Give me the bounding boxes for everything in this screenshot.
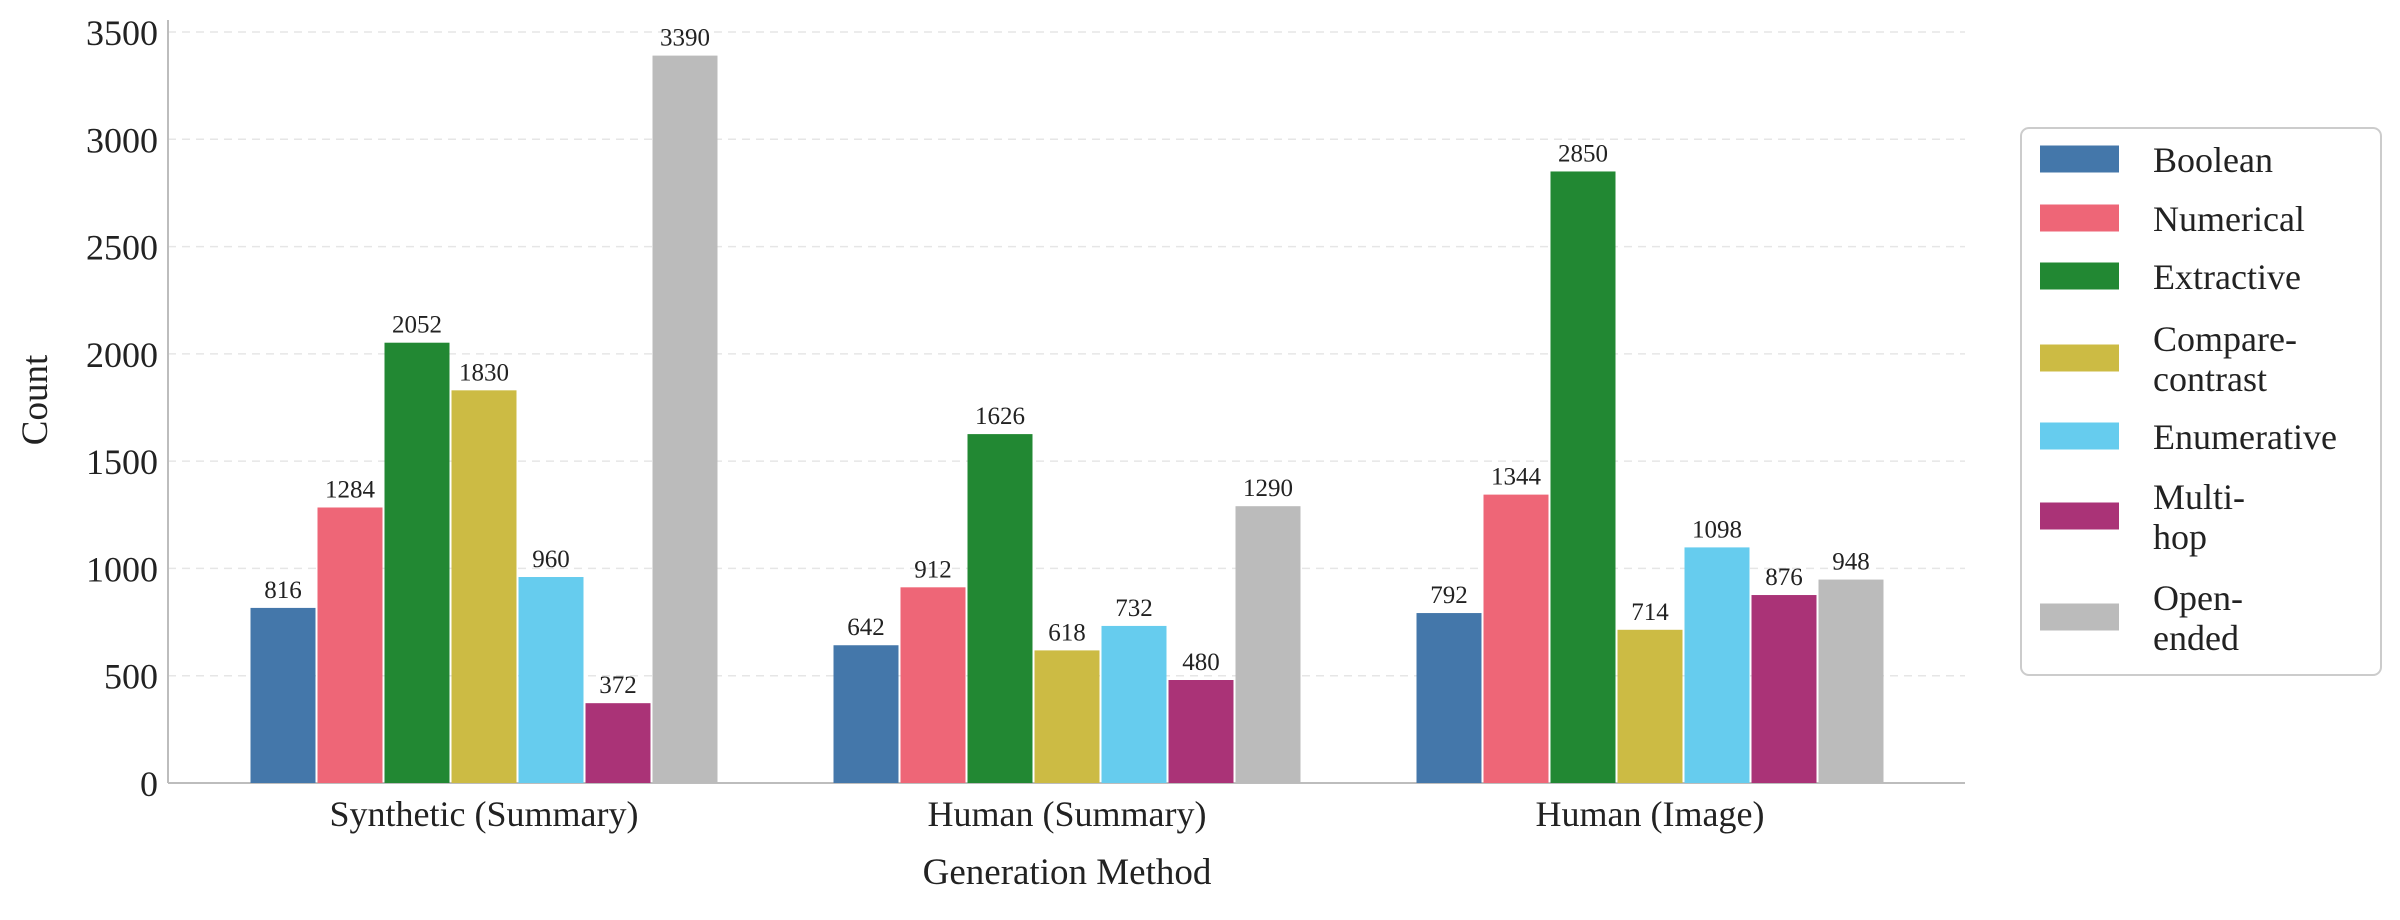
bar-value-label: 792	[1430, 582, 1468, 609]
y-tick-label: 1000	[86, 549, 158, 589]
bar	[1550, 171, 1616, 783]
bar-value-label: 1290	[1243, 475, 1293, 502]
bar	[652, 55, 718, 784]
x-tick-label: Human (Image)	[1536, 794, 1765, 834]
legend-swatch	[2040, 204, 2119, 232]
legend-label: Numerical	[2153, 199, 2305, 239]
bar	[384, 342, 450, 783]
bar	[250, 607, 316, 783]
bar-value-label: 1626	[975, 403, 1025, 430]
legend-swatch	[2040, 344, 2119, 372]
bar	[1751, 595, 1817, 783]
legend-swatch	[2040, 422, 2119, 450]
bar	[1416, 613, 1482, 783]
y-tick-label: 2000	[86, 335, 158, 375]
bar-value-label: 2850	[1558, 140, 1608, 167]
legend-label: contrast	[2153, 359, 2267, 399]
legend-label: ended	[2153, 618, 2239, 658]
bar	[585, 703, 651, 783]
bar-value-label: 948	[1832, 549, 1870, 576]
y-tick-label: 3000	[86, 120, 158, 160]
bar	[1101, 625, 1167, 783]
bar	[1483, 494, 1549, 783]
bar-value-label: 960	[532, 546, 570, 573]
bar-value-label: 2052	[392, 312, 442, 339]
bar-value-label: 714	[1631, 599, 1669, 626]
bar-value-label: 1098	[1692, 516, 1742, 543]
bar-value-label: 618	[1048, 619, 1086, 646]
legend-label: Enumerative	[2153, 417, 2337, 457]
legend-label: Extractive	[2153, 257, 2301, 297]
bar-value-label: 3390	[660, 25, 710, 52]
bar	[900, 587, 966, 783]
legend-label: hop	[2153, 517, 2207, 557]
bar-value-label: 372	[599, 672, 637, 699]
legend-swatch	[2040, 145, 2119, 173]
bar	[317, 507, 383, 783]
bar	[1617, 629, 1683, 783]
bar-value-label: 1344	[1491, 464, 1542, 491]
bar	[1034, 650, 1100, 783]
y-tick-label: 1500	[86, 442, 158, 482]
y-tick-label: 500	[104, 657, 158, 697]
legend-label: Open-	[2153, 578, 2243, 618]
legend-swatch	[2040, 603, 2119, 631]
legend-label: Multi-	[2153, 477, 2245, 517]
legend-swatch	[2040, 502, 2119, 530]
bar-value-label: 876	[1765, 564, 1803, 591]
bar	[451, 390, 517, 783]
y-tick-label: 0	[140, 764, 158, 804]
bar	[1168, 680, 1234, 783]
bar	[833, 645, 899, 783]
bar-value-label: 732	[1115, 595, 1153, 622]
legend-label: Boolean	[2153, 140, 2273, 180]
y-tick-label: 3500	[86, 13, 158, 53]
bar	[518, 577, 584, 783]
bar	[1818, 579, 1884, 783]
x-tick-label: Human (Summary)	[928, 794, 1207, 834]
y-tick-label: 2500	[86, 228, 158, 268]
y-axis-title: Count	[15, 354, 56, 445]
legend-swatch	[2040, 262, 2119, 290]
x-axis-title: Generation Method	[923, 852, 1212, 893]
bar-value-label: 1830	[459, 359, 509, 386]
bar-value-label: 816	[264, 577, 302, 604]
bar	[1235, 506, 1301, 783]
x-tick-label: Synthetic (Summary)	[330, 794, 639, 834]
bar	[1684, 547, 1750, 783]
bar-value-label: 1284	[325, 476, 376, 503]
bar	[967, 434, 1033, 783]
bar-value-label: 480	[1182, 649, 1220, 676]
legend-label: Compare-	[2153, 319, 2297, 359]
bar-value-label: 642	[847, 614, 885, 641]
bar-value-label: 912	[914, 556, 952, 583]
